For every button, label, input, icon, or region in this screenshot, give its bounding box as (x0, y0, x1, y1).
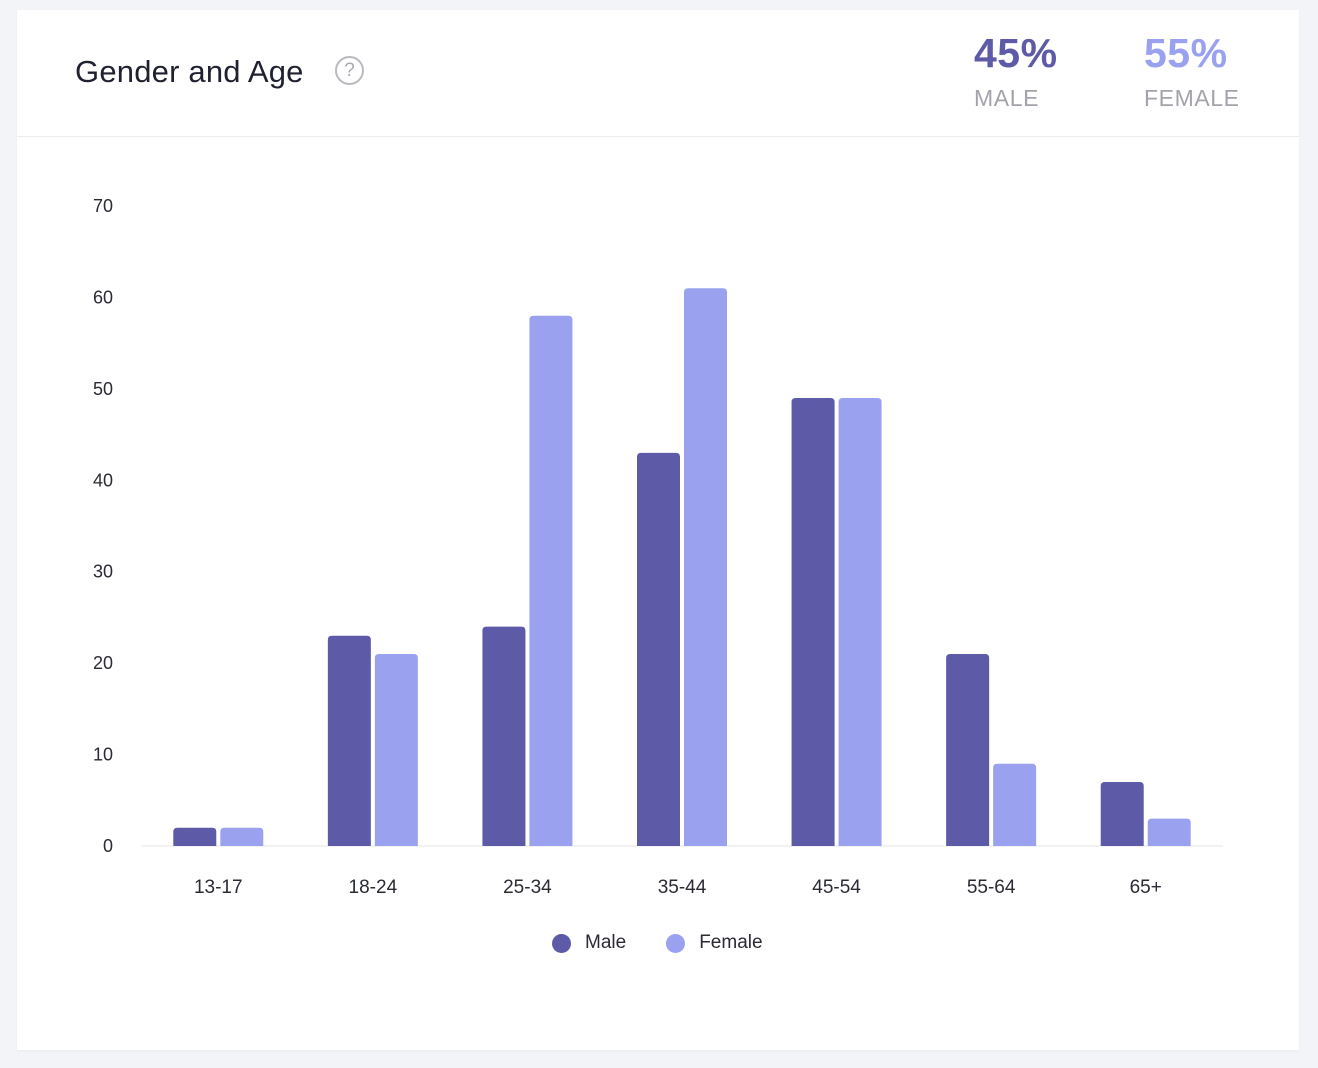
card-header: Gender and Age ? 45% MALE 55% FEMALE (17, 10, 1299, 137)
male-stat: 45% MALE (974, 30, 1058, 112)
x-tick-label: 55-64 (967, 877, 1016, 898)
card-title: Gender and Age (75, 54, 304, 89)
gender-age-bar-chart: 0 10 20 30 40 50 60 70 13-17 18-24 25-34 35-44 45-5… (93, 196, 1223, 898)
x-tick-label: 45-54 (812, 877, 861, 898)
y-tick-label: 20 (93, 653, 113, 673)
bar-female-35-44[interactable] (684, 288, 727, 846)
y-tick-label: 0 (103, 836, 113, 856)
legend-dot-female (666, 933, 686, 953)
y-tick-label: 60 (93, 287, 113, 307)
legend-item-male[interactable]: Male (552, 932, 626, 954)
question-circle-icon[interactable]: ? (335, 56, 364, 85)
bar-female-45-54[interactable] (838, 398, 882, 846)
bars (173, 288, 1191, 846)
x-tick-label: 35-44 (658, 877, 707, 898)
y-tick-label: 30 (93, 562, 113, 582)
bar-male-65+[interactable] (1100, 782, 1144, 846)
female-percentage: 55% (1144, 30, 1228, 76)
y-tick-label: 10 (93, 745, 113, 765)
bar-female-65+[interactable] (1147, 818, 1191, 846)
bar-male-25-34[interactable] (482, 626, 526, 846)
x-axis: 13-17 18-24 25-34 35-44 45-54 55-64 65+ (194, 877, 1162, 898)
bar-male-45-54[interactable] (791, 398, 835, 846)
chart-legend: Male Female (552, 932, 803, 954)
bar-female-55-64[interactable] (993, 763, 1037, 846)
y-tick-label: 40 (93, 470, 113, 490)
y-tick-label: 70 (93, 196, 113, 216)
x-tick-label: 65+ (1130, 877, 1162, 898)
legend-dot-male (552, 933, 571, 953)
bar-female-25-34[interactable] (529, 315, 573, 846)
male-label: MALE (974, 85, 1040, 111)
legend-label-male: Male (585, 932, 627, 953)
legend-label-female: Female (699, 932, 763, 953)
bar-female-18-24[interactable] (374, 654, 418, 846)
x-tick-label: 13-17 (194, 877, 243, 898)
x-tick-label: 25-34 (503, 877, 552, 898)
bar-male-35-44[interactable] (637, 452, 680, 846)
female-label: FEMALE (1144, 85, 1240, 111)
bar-male-55-64[interactable] (946, 654, 990, 846)
legend-item-female[interactable]: Female (666, 932, 763, 954)
y-tick-label: 50 (93, 379, 113, 399)
y-axis: 0 10 20 30 40 50 60 70 (93, 196, 113, 856)
x-tick-label: 18-24 (349, 877, 398, 898)
bar-male-18-24[interactable] (327, 635, 371, 846)
bar-female-13-17[interactable] (220, 827, 264, 846)
female-stat: 55% FEMALE (1144, 30, 1240, 112)
bar-male-13-17[interactable] (173, 827, 217, 846)
male-percentage: 45% (974, 30, 1058, 76)
gender-age-card: Gender and Age ? 45% MALE 55% FEMALE 0 10… (17, 10, 1299, 1050)
